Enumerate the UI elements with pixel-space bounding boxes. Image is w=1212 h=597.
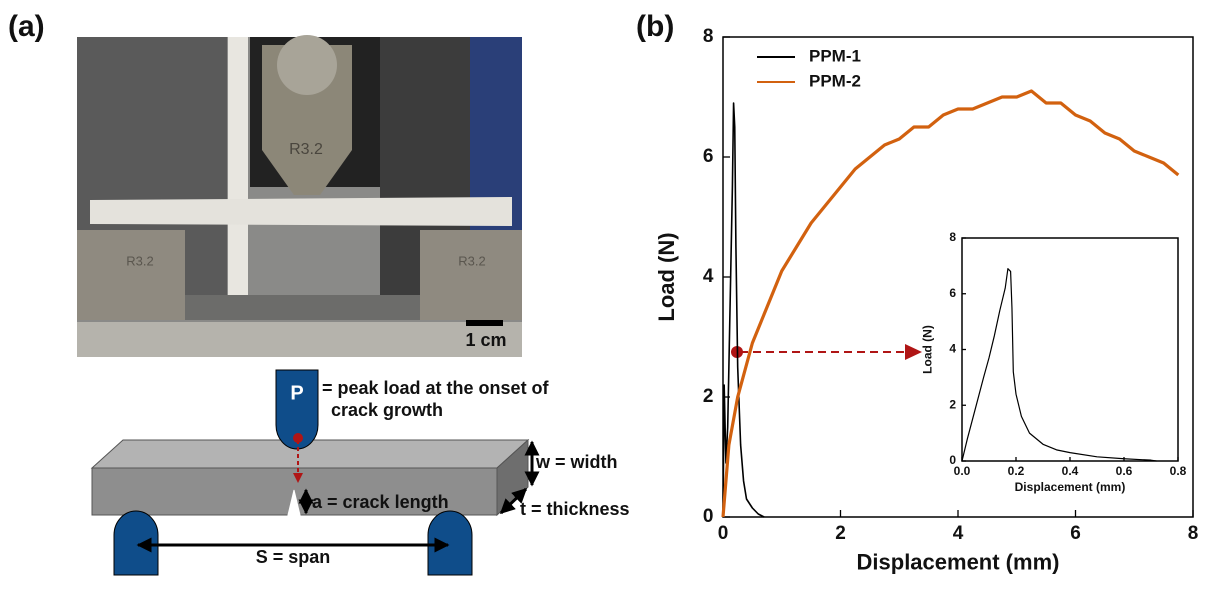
y-tick-label: 6 xyxy=(703,146,714,167)
x-tick-label: 0.6 xyxy=(1116,464,1133,478)
y-tick-label: 2 xyxy=(949,397,956,411)
load-symbol: P xyxy=(290,382,303,404)
x-tick-label: 0.4 xyxy=(1062,464,1079,478)
y-tick-label: 8 xyxy=(703,26,714,47)
panel-label: (a) xyxy=(8,10,45,43)
y-tick-label: 8 xyxy=(949,230,956,244)
x-tick-label: 6 xyxy=(1070,523,1081,544)
y-tick-label: 4 xyxy=(703,266,714,287)
x-axis-title: Displacement (mm) xyxy=(1015,480,1126,494)
y-axis-title: Load (N) xyxy=(921,325,935,374)
x-tick-label: 0.2 xyxy=(1008,464,1025,478)
x-tick-label: 0.0 xyxy=(954,464,971,478)
legend-label: PPM-2 xyxy=(809,71,861,90)
x-axis-title: Displacement (mm) xyxy=(857,550,1060,575)
schematic xyxy=(90,369,540,576)
y-tick-label: 0 xyxy=(703,506,714,527)
y-tick-label: 0 xyxy=(949,453,956,467)
panel-label: (b) xyxy=(636,10,674,43)
schematic-label: t = thickness xyxy=(520,499,630,519)
fixture-label: R3.2 xyxy=(126,253,153,268)
y-tick-label: 2 xyxy=(703,386,714,407)
data-line xyxy=(721,89,1180,518)
schematic-label: crack growth xyxy=(331,400,443,420)
fixture-label: R3.2 xyxy=(289,141,323,158)
y-axis-title: Load (N) xyxy=(654,232,679,321)
scale-bar-label: 1 cm xyxy=(465,330,506,350)
y-tick-label: 6 xyxy=(949,286,956,300)
legend-label: PPM-1 xyxy=(809,46,861,65)
x-tick-label: 0 xyxy=(718,523,729,544)
x-tick-label: 0.8 xyxy=(1170,464,1187,478)
schematic-label: w = width xyxy=(535,452,618,472)
x-tick-label: 4 xyxy=(953,523,964,544)
fixture-label: R3.2 xyxy=(458,253,485,268)
x-tick-label: 8 xyxy=(1188,523,1199,544)
schematic-label: = peak load at the onset of xyxy=(322,378,550,398)
inset-pointer xyxy=(731,344,922,360)
schematic-label: a = crack length xyxy=(312,492,449,512)
data-line xyxy=(722,102,765,518)
x-tick-label: 2 xyxy=(835,523,846,544)
data-line xyxy=(961,268,1157,462)
photo: R3.2 R3.2 R3.2 1 cm xyxy=(77,35,522,357)
schematic-label: S = span xyxy=(256,547,331,567)
inset-background xyxy=(962,238,1178,461)
y-tick-label: 4 xyxy=(949,342,956,356)
